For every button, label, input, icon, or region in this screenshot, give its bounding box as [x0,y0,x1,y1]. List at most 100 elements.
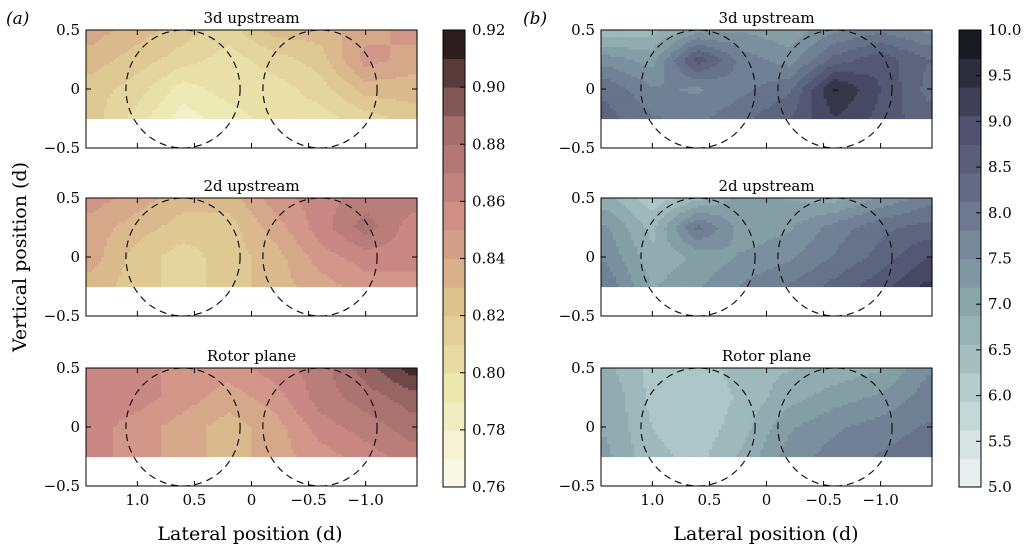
heatmap-cell [98,44,102,48]
heatmap-cell [170,81,174,85]
heatmap-cell [257,30,262,34]
heatmap-cell [92,101,96,105]
heatmap-cell [92,57,96,61]
heatmap-cell [257,59,262,63]
heatmap-cell [107,81,111,85]
heatmap-cell [191,52,195,56]
heatmap-cell [395,81,400,85]
heatmap-cell [107,54,111,58]
heatmap-cell [353,84,358,88]
heatmap-cell [407,86,412,90]
heatmap-cell [242,30,247,34]
heatmap-cell [89,37,93,41]
heatmap-cell [227,37,232,41]
heatmap-cell [404,61,409,66]
heatmap-cell [215,42,219,46]
heatmap-cell [125,79,129,83]
heatmap-cell [323,61,328,66]
heatmap-cell [95,52,99,56]
heatmap-cell [185,81,189,85]
heatmap-cell [344,74,349,78]
heatmap-cell [137,59,141,63]
heatmap-cell [179,71,183,75]
heatmap-cell [278,89,283,93]
heatmap-cell [203,71,207,75]
heatmap-cell [149,81,153,85]
heatmap-cell [191,81,195,85]
heatmap-cell [230,44,235,48]
heatmap-cell [104,57,108,61]
heatmap-cell [269,49,274,53]
heatmap-cell [344,98,349,102]
heatmap-cell [410,59,415,63]
heatmap-cell [266,89,271,93]
heatmap-cell [221,69,226,73]
heatmap-cell [149,79,153,83]
heatmap-cell [362,98,367,102]
heatmap-cell [128,49,132,53]
heatmap-cell [233,71,238,75]
heatmap-cell [197,49,201,53]
heatmap-cell [164,54,168,58]
heatmap-cell [287,57,292,61]
heatmap-cell [152,76,156,80]
heatmap-cell [128,34,132,38]
heatmap-cell [143,34,147,38]
heatmap-cell [110,49,114,53]
heatmap-cell [305,84,310,88]
heatmap-cell [170,71,174,75]
heatmap-cell [410,44,415,48]
heatmap-cell [377,74,382,78]
heatmap-cell [230,89,235,93]
heatmap-cell [203,79,207,83]
heatmap-cell [317,96,322,100]
heatmap-cell [314,52,319,56]
heatmap-cell [128,57,132,61]
heatmap-cell [119,59,123,63]
heatmap-cell [356,74,361,78]
heatmap-cell [116,39,120,43]
heatmap-cell [203,96,207,100]
heatmap-cell [176,52,180,56]
heatmap-cell [389,42,394,46]
heatmap-cell [266,69,271,73]
heatmap-cell [191,32,195,36]
heatmap-cell [275,91,280,95]
heatmap-cell [251,76,256,80]
heatmap-cell [164,34,168,38]
heatmap-cell [317,44,322,48]
heatmap-cell [374,34,379,38]
heatmap-cell [95,42,99,46]
heatmap-cell [269,57,274,61]
heatmap-cell [104,30,108,34]
heatmap-cell [233,54,238,58]
heatmap-cell [302,79,307,83]
heatmap-cell [335,61,340,66]
heatmap-cell [308,79,313,83]
heatmap-cell [224,37,229,41]
heatmap-cell [230,37,235,41]
heatmap-cell [101,59,105,63]
heatmap-cell [239,57,244,61]
heatmap-cell [95,54,99,58]
heatmap-cell [239,98,244,102]
heatmap-cell [251,79,256,83]
heatmap-cell [410,69,415,73]
heatmap-cell [290,81,295,85]
heatmap-cell [293,37,298,41]
heatmap-cell [248,71,253,75]
heatmap-cell [173,54,177,58]
heatmap-cell [401,84,406,88]
heatmap-cell [233,47,238,51]
heatmap-cell [392,76,397,80]
heatmap-cell [329,54,334,58]
heatmap-cell [167,57,171,61]
heatmap-cell [359,57,364,61]
heatmap-cell [116,44,120,48]
heatmap-cell [359,30,364,34]
heatmap-cell [368,98,373,102]
heatmap-cell [410,47,415,51]
heatmap-cell [353,42,358,46]
heatmap-cell [110,71,114,75]
heatmap-cell [143,74,147,78]
